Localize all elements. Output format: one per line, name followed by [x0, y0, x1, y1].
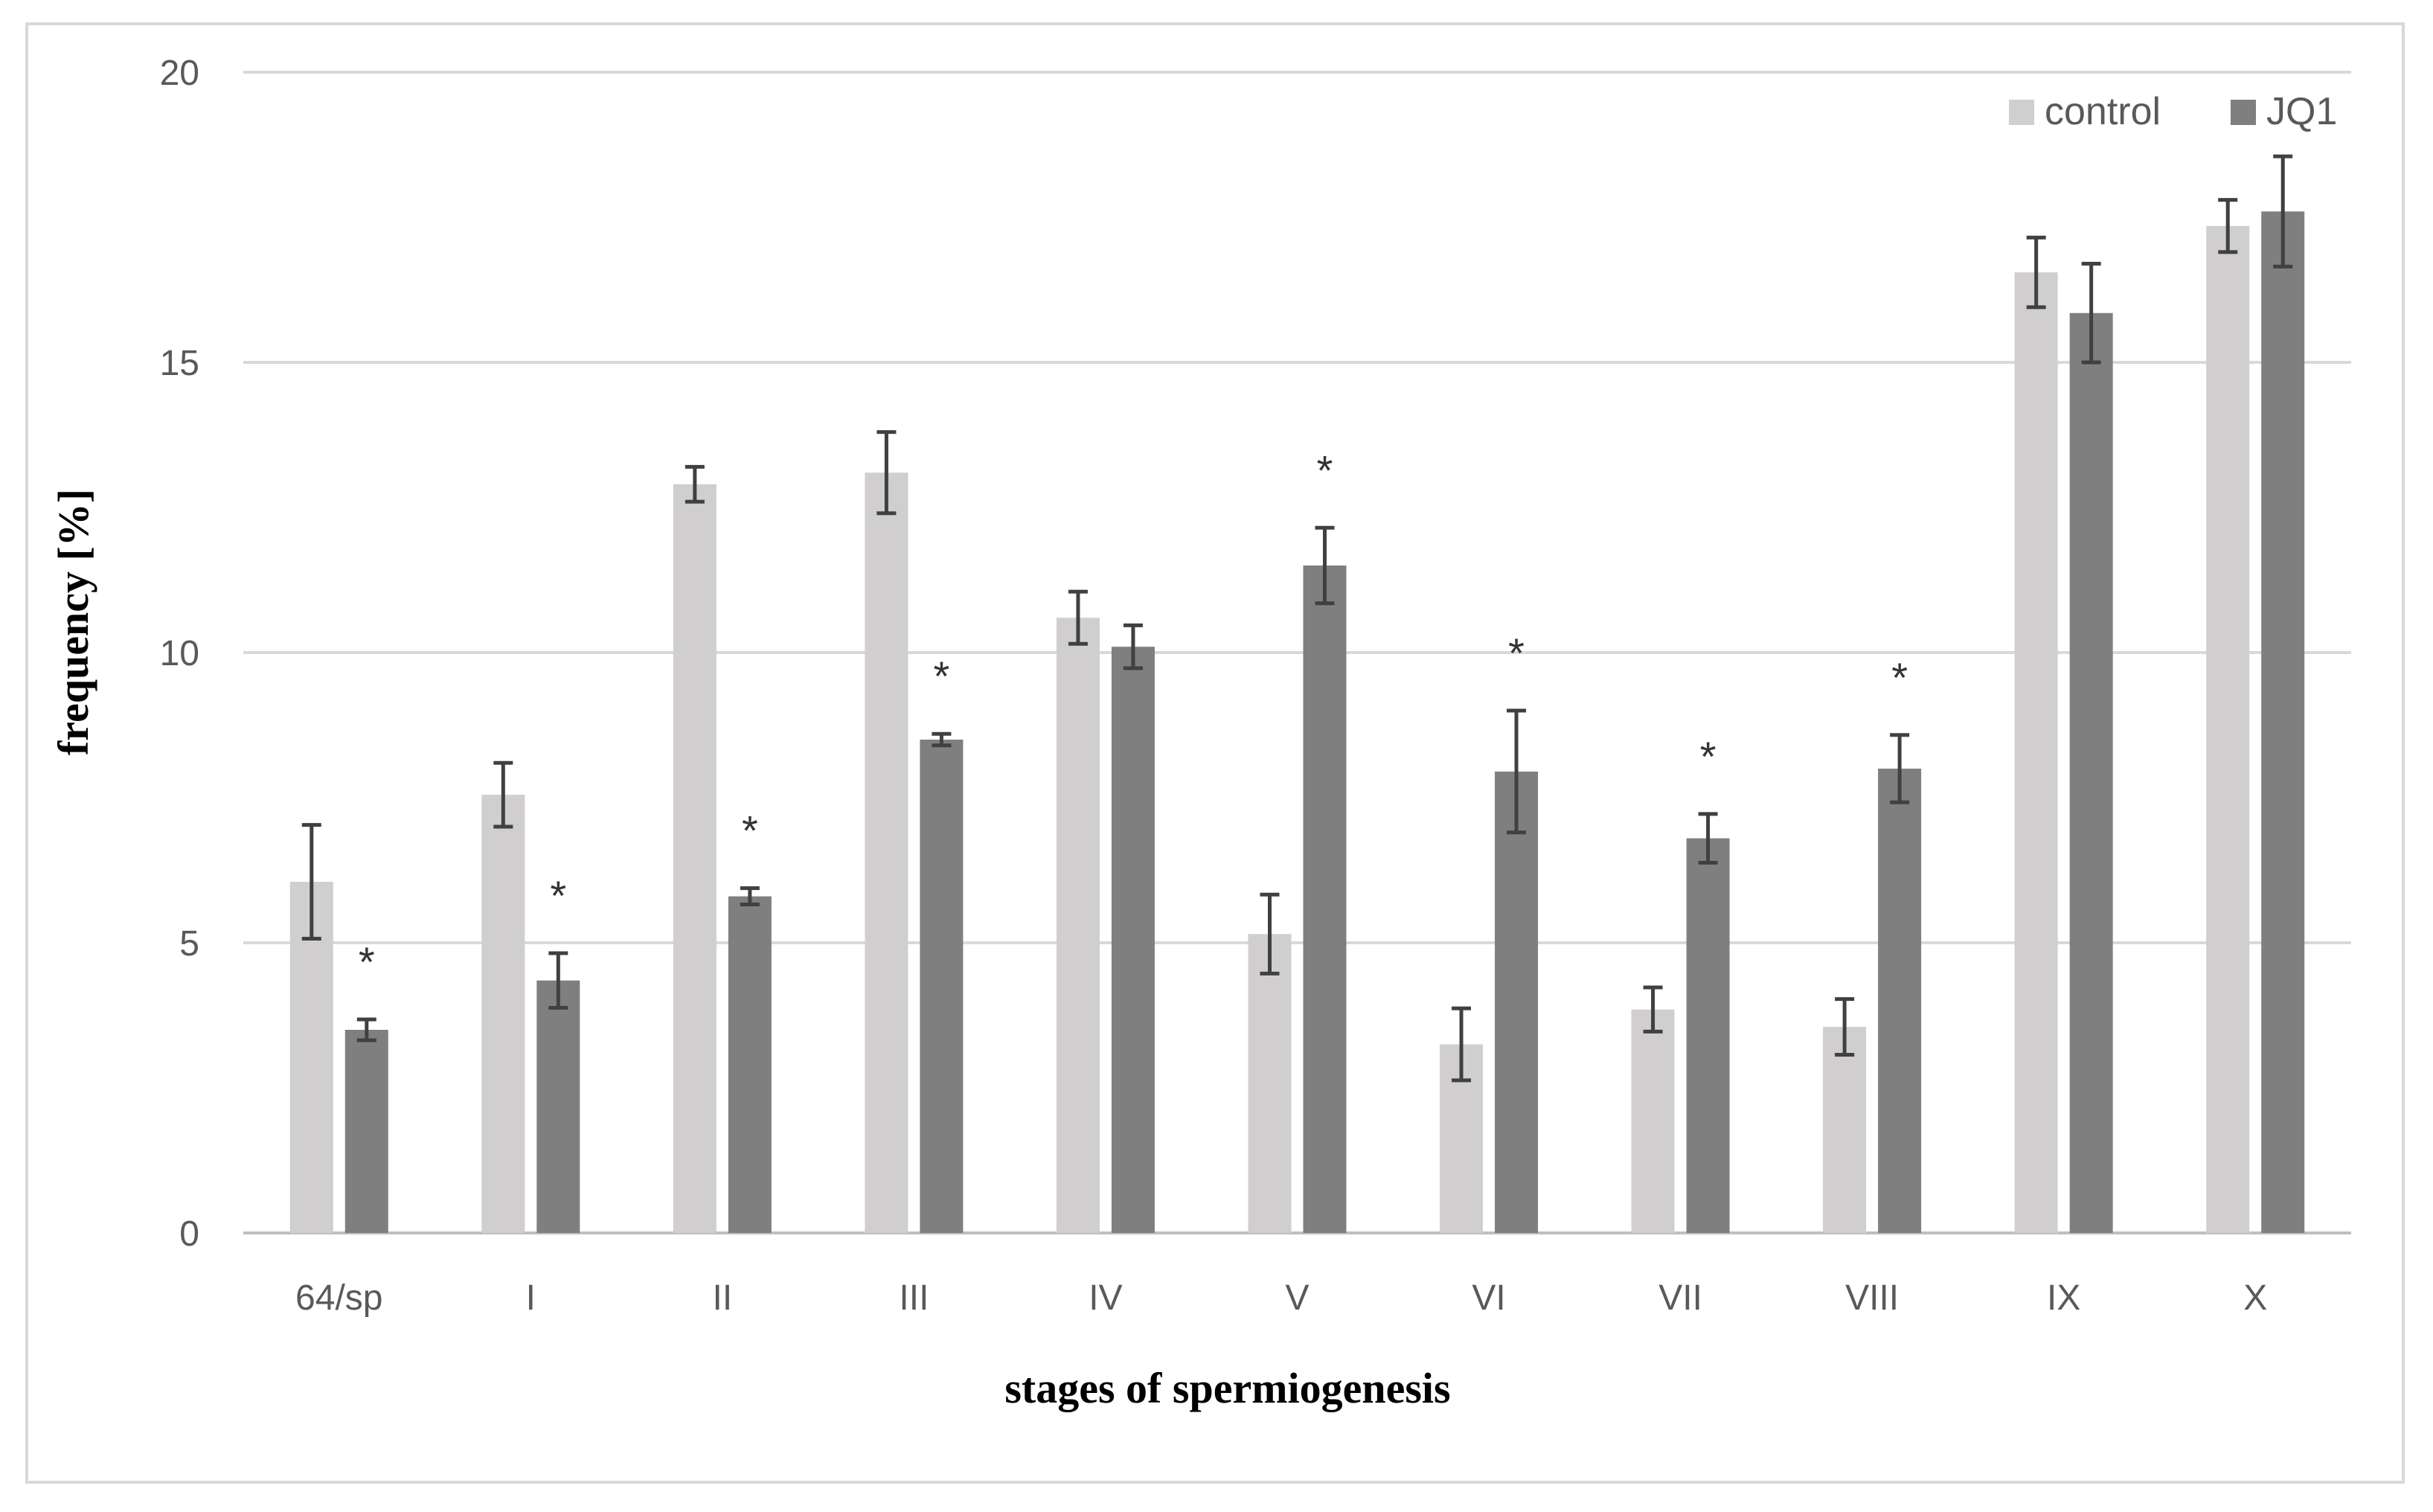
x-tick-labels: 64/sp I II III IV V VI VII VIII IX X — [295, 1278, 2267, 1318]
bar-control — [1823, 1027, 1867, 1233]
y-tick-label: 20 — [160, 54, 199, 93]
y-tick-label: 5 — [179, 924, 199, 964]
x-tick-label: III — [899, 1278, 929, 1318]
x-tick-label: V — [1285, 1278, 1309, 1318]
bar-control — [673, 484, 717, 1233]
gridlines — [243, 71, 2351, 1234]
bar-control — [1248, 934, 1292, 1233]
y-tick-label: 0 — [179, 1214, 199, 1254]
x-tick-label: X — [2243, 1278, 2267, 1318]
x-tick-label: IX — [2047, 1278, 2080, 1318]
x-axis-title: stages of spermiogenesis — [1004, 1364, 1450, 1412]
bar-control — [481, 795, 525, 1233]
bar-control — [1056, 618, 1100, 1233]
bar-jq1 — [728, 896, 772, 1233]
bar-jq1 — [1495, 771, 1539, 1233]
bar-jq1 — [536, 980, 580, 1233]
y-tick-labels: 0 5 10 15 20 — [160, 54, 199, 1254]
legend-label-control: control — [2045, 90, 2161, 133]
x-tick-label: I — [526, 1278, 536, 1318]
bar-control — [865, 472, 908, 1233]
significance-marker: * — [550, 872, 566, 919]
bar-jq1 — [1878, 769, 1922, 1233]
bar-jq1 — [1111, 647, 1155, 1233]
chart-frame — [25, 22, 2405, 1484]
y-axis-title: frequency [%] — [49, 489, 97, 755]
significance-marker: * — [359, 938, 375, 985]
bar-jq1 — [1686, 838, 1730, 1233]
x-tick-label: II — [713, 1278, 733, 1318]
legend-swatch-jq1 — [2231, 100, 2256, 125]
y-tick-label: 10 — [160, 634, 199, 673]
bars — [289, 211, 2305, 1234]
bar-control — [1631, 1009, 1675, 1233]
legend-swatch-control — [2009, 100, 2034, 125]
bar-jq1 — [1303, 566, 1347, 1233]
x-tick-label: IV — [1089, 1278, 1122, 1318]
significance-marker: * — [1700, 733, 1716, 780]
legend: control JQ1 — [2009, 90, 2337, 133]
x-tick-label: VI — [1472, 1278, 1505, 1318]
bar-jq1 — [920, 740, 964, 1233]
y-tick-label: 15 — [160, 344, 199, 383]
bar-jq1 — [2261, 211, 2305, 1234]
significance-marker: * — [1317, 446, 1333, 493]
significance-marker: * — [1891, 654, 1908, 701]
significance-marker: * — [934, 653, 950, 699]
bar-jq1 — [2069, 313, 2113, 1234]
significance-marker: * — [742, 807, 758, 854]
bar-control — [2014, 272, 2058, 1234]
bar-jq1 — [344, 1030, 388, 1233]
legend-label-jq1: JQ1 — [2266, 90, 2337, 133]
x-tick-label: 64/sp — [295, 1278, 382, 1318]
significance-marker: * — [1508, 630, 1525, 676]
bar-control — [2206, 225, 2250, 1234]
significance-markers: * * * * * * * * — [359, 446, 1908, 985]
x-tick-label: VIII — [1845, 1278, 1899, 1318]
error-bars — [301, 154, 2293, 1083]
x-tick-label: VII — [1658, 1278, 1702, 1318]
